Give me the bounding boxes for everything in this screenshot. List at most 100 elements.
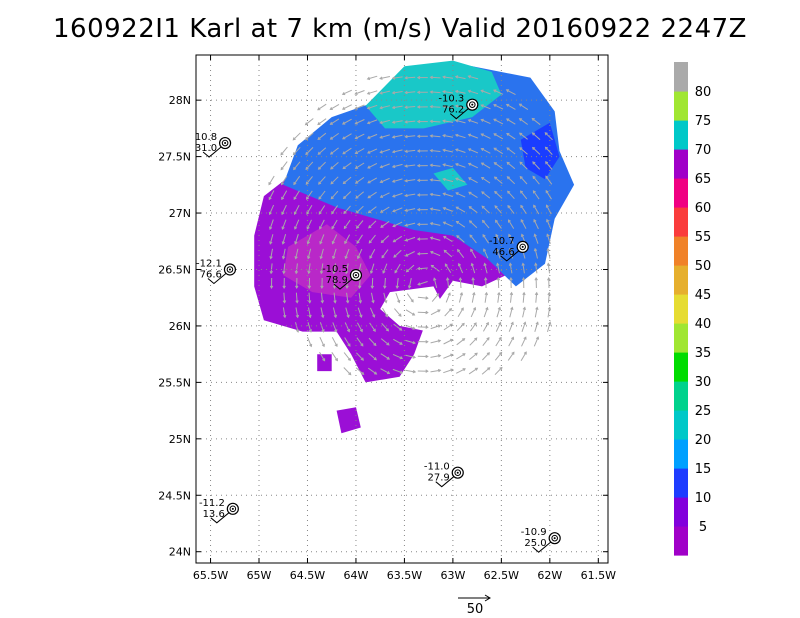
wind-arrow — [281, 190, 288, 200]
wind-arrow-head — [455, 177, 459, 181]
wind-arrow-head — [480, 148, 484, 151]
wind-arrow-head — [518, 132, 523, 136]
wind-arrow — [367, 191, 377, 199]
wind-arrow-head — [317, 122, 321, 126]
wind-arrow-head — [429, 250, 434, 255]
wind-arrow — [396, 278, 399, 289]
wind-arrow — [356, 337, 364, 347]
wind-arrow-head — [444, 263, 448, 267]
wind-arrow-head — [391, 194, 396, 198]
wind-arrow — [367, 90, 378, 95]
wind-arrow — [532, 176, 540, 185]
wind-arrow — [494, 367, 503, 376]
colorbar-swatch — [674, 120, 688, 150]
wind-arrow — [455, 134, 466, 139]
wind-arrow — [445, 292, 451, 303]
lat-tick-label: 26N — [169, 320, 191, 333]
wind-arrow — [430, 237, 441, 241]
station-dot-icon — [471, 103, 474, 106]
wind-arrow-head — [483, 277, 488, 281]
wind-arrow — [282, 234, 287, 244]
wind-arrow — [469, 337, 478, 346]
wind-arrow — [443, 76, 454, 79]
wind-arrow — [355, 367, 364, 375]
wind-arrow-head — [379, 76, 383, 80]
wind-arrow-head — [359, 314, 363, 319]
wind-arrow — [497, 292, 500, 303]
station-inner-circle-icon — [454, 469, 462, 476]
wind-arrow-head — [523, 321, 527, 325]
wind-arrow-head — [379, 209, 384, 213]
wind-arrow — [493, 89, 504, 95]
wind-arrow-head — [366, 121, 371, 125]
wind-arrow-head — [393, 254, 397, 258]
wind-arrow-head — [472, 306, 477, 311]
wind-arrow — [406, 293, 414, 303]
wind-arrow — [519, 176, 528, 185]
wind-arrow-head — [282, 285, 286, 289]
wind-arrow — [281, 204, 287, 215]
reference-label: 50 — [467, 602, 484, 617]
wind-arrow-head — [332, 270, 336, 275]
wind-arrow-head — [506, 147, 510, 151]
wind-arrow-head — [295, 329, 300, 333]
wind-arrow-head — [293, 181, 297, 186]
wind-arrow — [547, 263, 550, 274]
wind-arrow-head — [407, 285, 412, 289]
station-inner-circle-icon — [519, 243, 526, 251]
wind-arrow — [417, 267, 428, 270]
colorbar-swatch — [674, 352, 688, 382]
wind-arrow — [405, 251, 415, 257]
wind-arrow — [317, 103, 327, 111]
wind-arrow — [355, 133, 365, 139]
wind-arrow — [443, 193, 453, 197]
wind-arrow — [470, 307, 476, 318]
wind-arrow-head — [383, 285, 387, 289]
wind-arrow — [433, 278, 438, 289]
wind-arrow — [430, 164, 441, 167]
observation-marker: -11.213.6 — [199, 498, 239, 524]
wind-arrow — [392, 192, 403, 198]
wind-arrow-head — [531, 132, 536, 136]
wind-arrow-head — [533, 218, 537, 223]
wind-arrow — [430, 309, 441, 316]
wind-arrow — [307, 336, 312, 347]
wind-arrow-head — [360, 343, 364, 347]
wind-arrow-head — [445, 277, 450, 281]
wind-arrow-head — [510, 321, 514, 325]
wind-arrow — [345, 248, 350, 259]
wind-arrow-head — [461, 322, 465, 326]
wind-arrow-head — [454, 148, 459, 152]
wind-arrow-head — [509, 291, 514, 296]
wind-arrow — [357, 248, 363, 259]
wind-arrow — [456, 235, 465, 243]
wind-arrow — [484, 263, 488, 274]
lat-tick-label: 26.5N — [158, 263, 191, 276]
wind-arrow — [395, 292, 400, 303]
wind-arrow — [293, 190, 300, 200]
wind-arrow — [370, 263, 375, 274]
wind-arrow-head — [532, 175, 536, 179]
wind-arrow — [371, 277, 374, 289]
wind-arrow-head — [334, 358, 338, 362]
wind-arrow — [293, 146, 301, 155]
wind-arrow — [532, 161, 541, 170]
wind-arrow-head — [520, 204, 524, 209]
obs-temperature: 10.8 — [195, 132, 217, 143]
wind-arrow — [456, 338, 465, 346]
wind-arrow — [495, 234, 502, 244]
wind-arrow-head — [522, 291, 526, 296]
wind-arrow — [509, 263, 513, 274]
wind-arrow-head — [457, 248, 461, 253]
wind-barb-icon — [207, 273, 227, 285]
wind-arrow-head — [367, 180, 371, 184]
wind-arrow-head — [455, 206, 459, 210]
wind-arrow — [468, 367, 478, 375]
wind-arrow — [468, 90, 479, 95]
colorbar-swatch — [674, 526, 688, 556]
wind-arrow-head — [404, 179, 408, 183]
wind-arrow — [519, 103, 529, 111]
wind-arrow-head — [319, 255, 323, 260]
wind-arrow — [444, 308, 452, 317]
wind-arrow — [455, 148, 466, 153]
